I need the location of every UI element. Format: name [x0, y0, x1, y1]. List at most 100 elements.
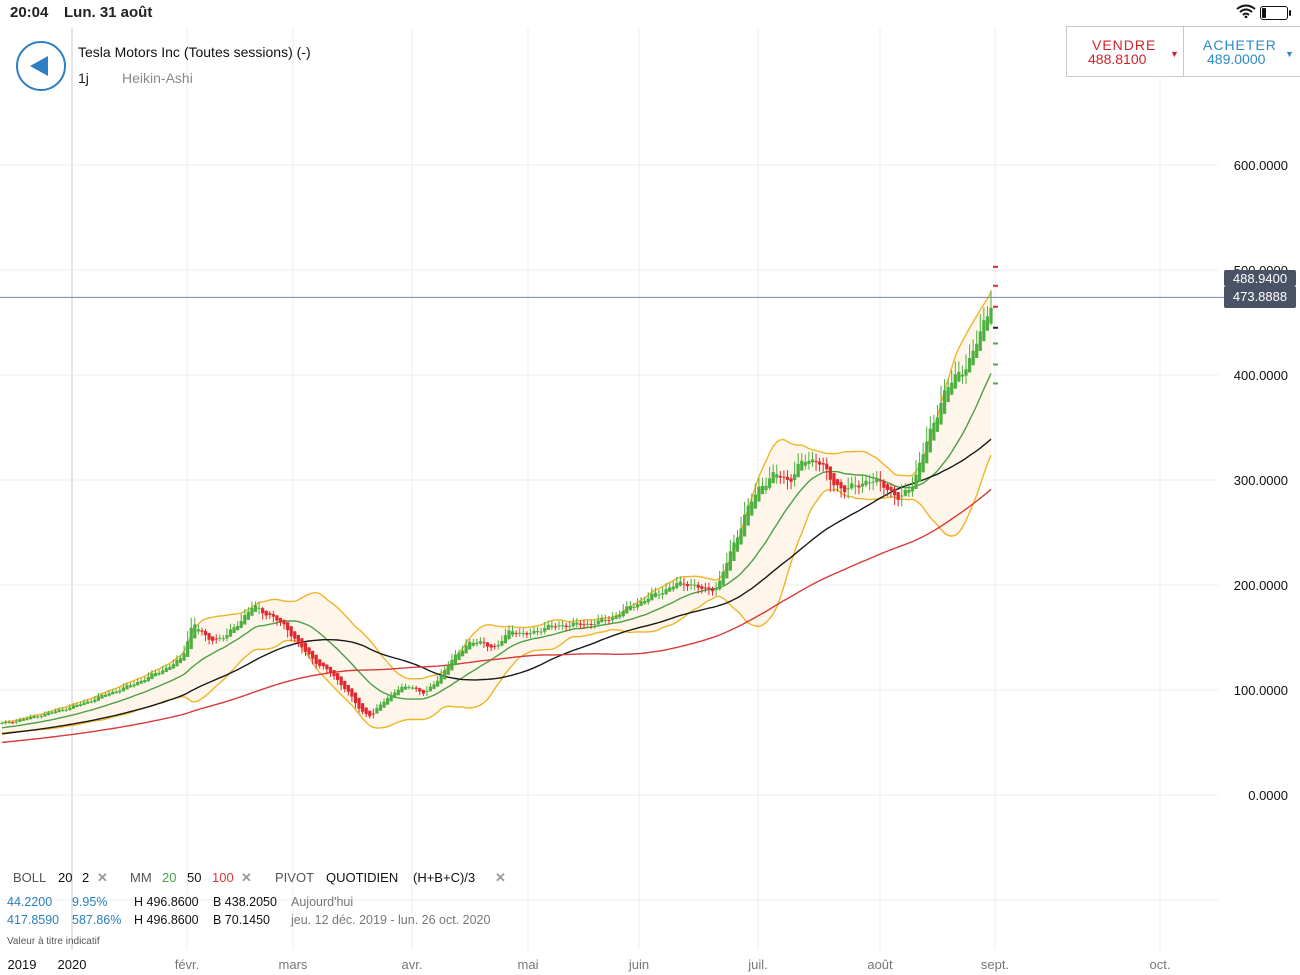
- candle-body: [593, 624, 597, 626]
- candle-body: [378, 704, 383, 711]
- candle-body: [546, 624, 550, 630]
- candle-body: [785, 476, 790, 480]
- candle-body: [407, 687, 411, 689]
- candle-body: [528, 633, 533, 635]
- candle-body: [236, 625, 240, 631]
- candle-body: [221, 638, 225, 640]
- buy-dropdown-icon[interactable]: ▼: [1285, 49, 1294, 59]
- candle-body: [728, 551, 732, 571]
- candle-body: [214, 638, 218, 640]
- candle-body: [650, 593, 654, 601]
- candle-body: [582, 624, 586, 626]
- candle-body: [832, 473, 836, 486]
- candle-body: [264, 610, 268, 616]
- candle-body: [596, 620, 600, 625]
- candle-body: [410, 687, 415, 689]
- wifi-icon: [1236, 4, 1256, 23]
- candle-body: [7, 721, 11, 723]
- candle-body: [618, 614, 622, 618]
- candle-body: [339, 676, 343, 686]
- candle-body: [368, 710, 372, 717]
- candle-body: [275, 615, 279, 621]
- sell-price: 488.8100: [1088, 51, 1147, 67]
- remove-mm-button[interactable]: ✕: [241, 870, 252, 885]
- candle-body: [14, 721, 18, 723]
- candle-body: [810, 459, 815, 463]
- candle-body: [261, 608, 265, 614]
- candle-body: [118, 690, 122, 693]
- candle-body: [668, 587, 672, 592]
- boll-period: 20: [58, 870, 73, 885]
- candle-body: [389, 694, 393, 702]
- y-tick-label: 300.0000: [1234, 473, 1288, 488]
- candle-body: [464, 645, 468, 654]
- candle-body: [860, 483, 865, 487]
- candle-body: [478, 641, 483, 644]
- candle-body: [710, 588, 715, 592]
- candle-body: [614, 615, 618, 619]
- candle-body: [725, 562, 729, 579]
- back-button[interactable]: [16, 41, 66, 91]
- candle-body: [793, 474, 797, 481]
- candle-body: [707, 587, 711, 589]
- candle-body: [757, 486, 761, 502]
- candle-body: [825, 463, 829, 470]
- candle-body: [453, 654, 458, 666]
- candle-body: [428, 686, 433, 692]
- candle-body: [350, 688, 354, 697]
- candle-body: [21, 719, 26, 721]
- candle-body: [739, 528, 743, 545]
- y-tick-label: 200.0000: [1234, 578, 1288, 593]
- candle-body: [568, 626, 572, 628]
- candle-body: [211, 636, 215, 641]
- candle-body: [610, 617, 615, 621]
- instrument-name: Tesla Motors Inc (Toutes sessions) (-): [78, 44, 311, 60]
- candle-body: [114, 691, 118, 694]
- remove-boll-button[interactable]: ✕: [97, 870, 108, 885]
- candle-body: [414, 687, 418, 689]
- candle-body: [268, 613, 272, 615]
- battery-icon: [1260, 6, 1291, 20]
- period-selector[interactable]: 1j: [78, 70, 89, 86]
- candle-body: [760, 485, 765, 495]
- candle-body: [803, 462, 807, 466]
- candle-body: [314, 654, 318, 664]
- candle-body: [939, 402, 943, 425]
- pivot-label: PIVOT: [275, 870, 315, 885]
- candle-body: [321, 662, 325, 667]
- candle-body: [11, 722, 15, 724]
- status-date: Lun. 31 août: [64, 4, 153, 21]
- candle-body: [418, 688, 422, 692]
- candle-body: [403, 686, 408, 690]
- candle-body: [660, 593, 665, 595]
- candle-body: [189, 627, 193, 650]
- candle-body: [643, 600, 647, 604]
- pivot-mode: QUOTIDIEN: [326, 870, 399, 885]
- candle-body: [303, 642, 308, 652]
- candle-body: [600, 618, 604, 623]
- candle-body: [518, 632, 522, 634]
- candle-body: [885, 484, 890, 490]
- y-tick-label: 100.0000: [1234, 683, 1288, 698]
- sell-button[interactable]: VENDRE 488.8100 ▼: [1067, 27, 1184, 76]
- candle-body: [218, 637, 222, 639]
- candle-body: [64, 709, 68, 711]
- candle-body: [871, 481, 875, 483]
- change-pct-today: 9.95%: [72, 895, 108, 909]
- buy-button[interactable]: ACHETER 489.0000 ▼: [1184, 27, 1300, 76]
- candle-body: [364, 707, 368, 715]
- candle-body: [82, 702, 86, 706]
- y-tick-label: 600.0000: [1234, 158, 1288, 173]
- candle-body: [178, 658, 183, 664]
- range-today: Aujourd'hui: [291, 895, 354, 909]
- candle-body: [28, 717, 33, 720]
- candle-body: [835, 479, 840, 486]
- candle-body: [271, 614, 275, 617]
- chart-type-selector[interactable]: Heikin-Ashi: [122, 70, 193, 86]
- candle-body: [978, 331, 982, 351]
- candle-body: [510, 631, 515, 635]
- low-today: B 438.2050: [213, 895, 277, 909]
- remove-pivot-button[interactable]: ✕: [495, 870, 506, 885]
- sell-dropdown-icon[interactable]: ▼: [1170, 49, 1179, 59]
